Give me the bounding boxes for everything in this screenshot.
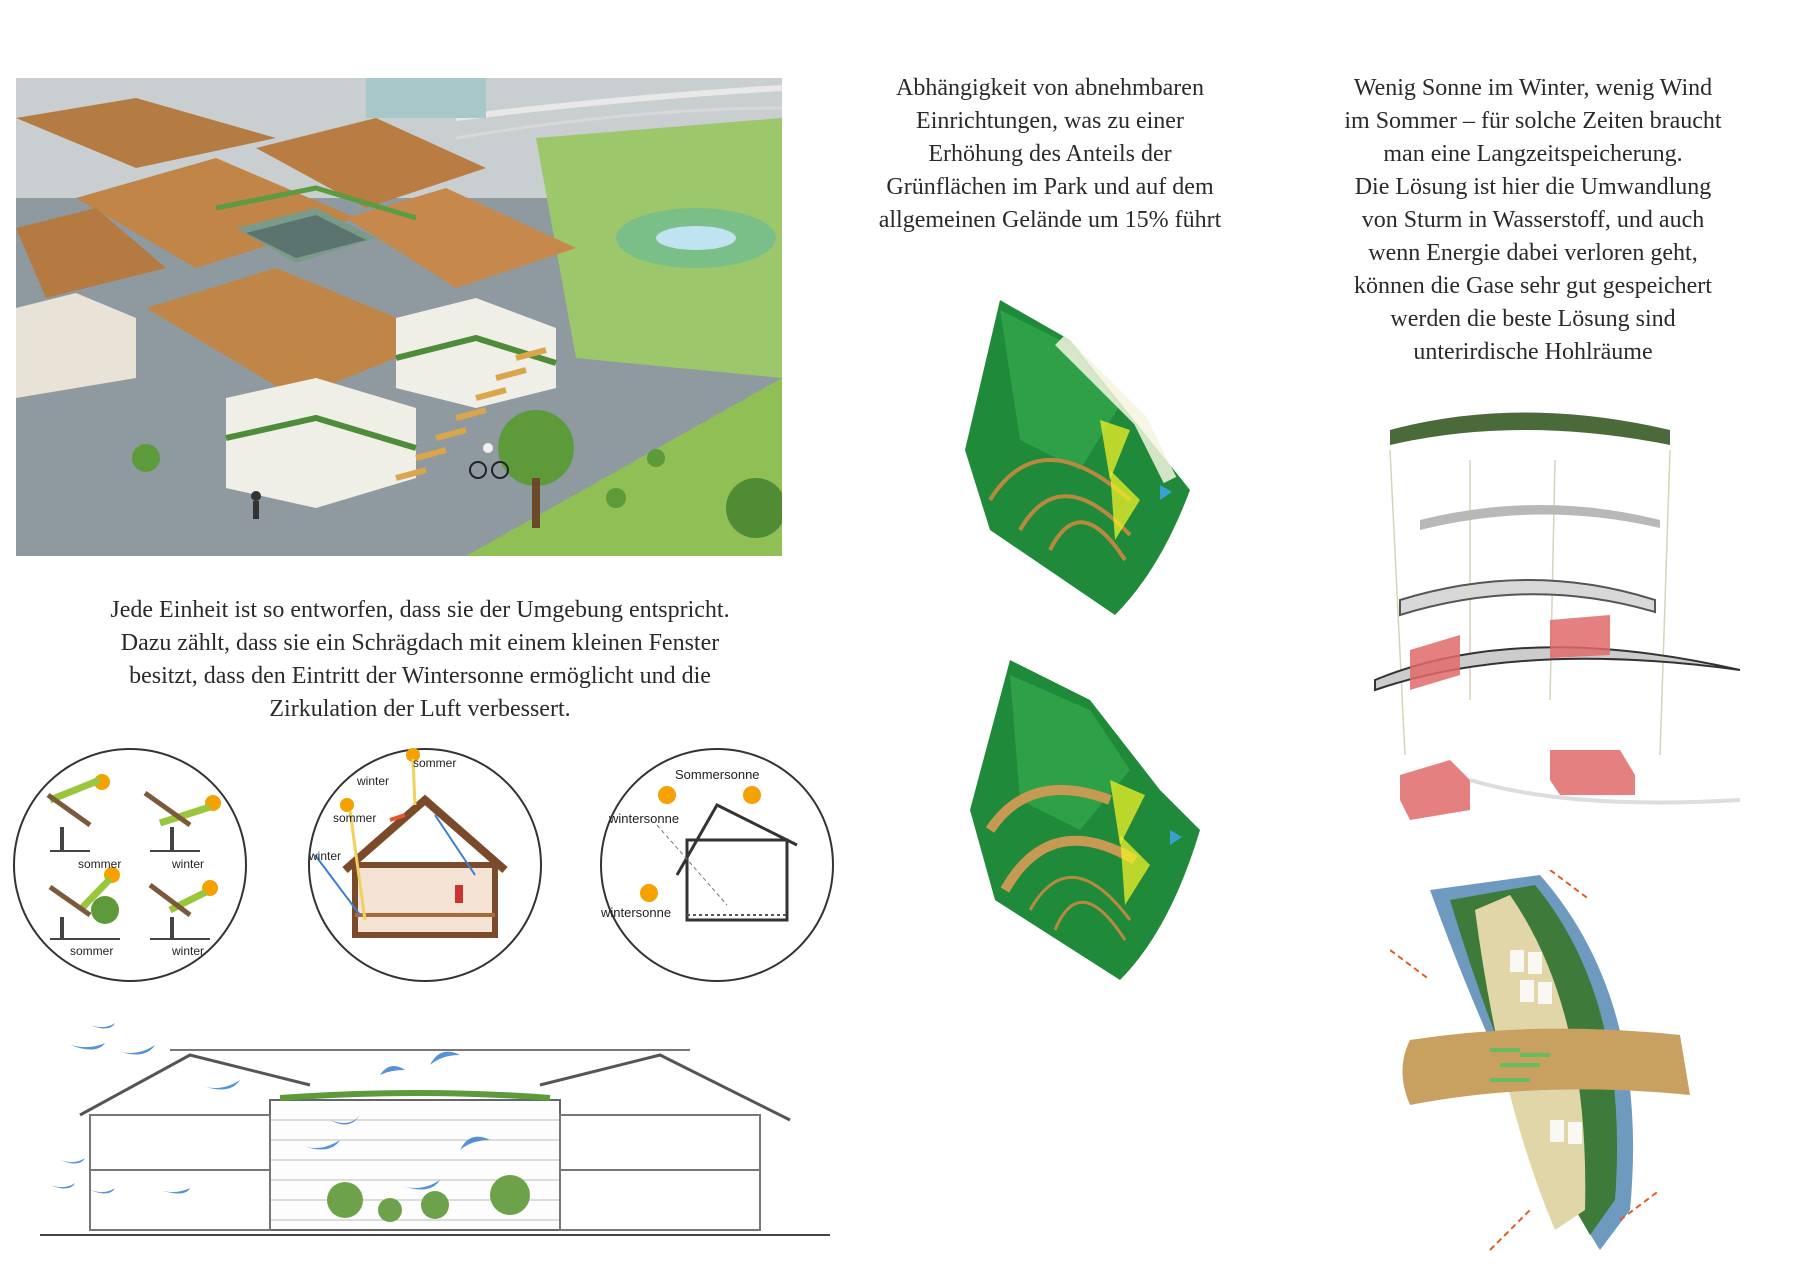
label-sommersonne: Sommersonne — [675, 767, 760, 782]
text-line: Die Lösung ist hier die Umwandlung — [1354, 174, 1712, 200]
top-right-text: Wenig Sonne im Winter, wenig Wind im Som… — [1298, 72, 1768, 369]
text-line: Grünflächen im Park und auf dem — [886, 174, 1214, 200]
text-line: von Sturm in Wasserstoff, und auch — [1361, 207, 1705, 233]
bridge-plan-diagram — [1389, 869, 1690, 1260]
park-plan-bottom — [960, 660, 1210, 990]
label-wintersonne: wintersonne — [608, 811, 679, 826]
text-line: Einrichtungen, was zu einer — [916, 108, 1184, 134]
label-sommer: sommer — [70, 944, 113, 958]
text-line: Jede Einheit ist so entworfen, dass sie … — [110, 597, 730, 623]
wind-elevation-drawing — [40, 1010, 830, 1260]
label-winter: winter — [356, 774, 389, 788]
park-plan-top — [960, 300, 1200, 620]
text-line: wenn Energie dabei verloren geht, — [1368, 240, 1698, 266]
text-line: man eine Langzeitspeicherung. — [1383, 141, 1683, 167]
sun-path-circle: Sommersonne wintersonne wintersonne — [597, 745, 837, 985]
text-line: Erhöhung des Anteils der — [928, 141, 1172, 167]
label-sommer: sommer — [333, 811, 376, 825]
text-line: werden die beste Lösung sind — [1390, 306, 1676, 332]
top-center-text: Abhängigkeit von abnehmbaren Einrichtung… — [840, 72, 1260, 237]
text-line: Wenig Sonne im Winter, wenig Wind — [1353, 75, 1713, 101]
text-line: Zirkulation der Luft verbessert. — [269, 696, 571, 722]
text-line: unterirdische Hohlräume — [1413, 339, 1653, 365]
text-line: im Sommer – für solche Zeiten braucht — [1344, 108, 1722, 134]
house-section-circle: sommer winter sommer winter — [305, 745, 545, 985]
label-sommer: sommer — [413, 756, 456, 770]
label-winter: winter — [308, 849, 341, 863]
middle-left-text: Jede Einheit ist so entworfen, dass sie … — [40, 594, 800, 726]
label-sommer: sommer — [78, 857, 121, 871]
label-winter: winter — [171, 944, 204, 958]
sun-angle-circle: sommer winter sommer winter — [10, 745, 250, 985]
label-wintersonne: wintersonne — [600, 905, 671, 920]
text-line: können die Gase sehr gut gespeichert — [1354, 273, 1712, 299]
render-image — [16, 78, 786, 556]
text-line: Abhängigkeit von abnehmbaren — [896, 75, 1204, 101]
text-line: besitzt, dass den Eintritt der Winterson… — [129, 663, 711, 689]
text-line: allgemeinen Gelände um 15% führt — [878, 207, 1222, 233]
text-line: Dazu zählt, dass sie ein Schrägdach mit … — [120, 630, 720, 656]
exploded-storage-diagram — [1370, 400, 1750, 820]
label-winter: winter — [171, 857, 204, 871]
